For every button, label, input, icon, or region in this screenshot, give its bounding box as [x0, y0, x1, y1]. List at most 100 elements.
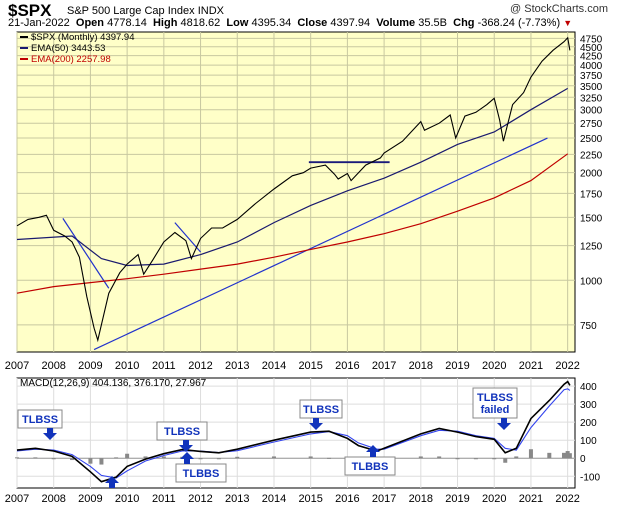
annotation-label: TLBSS — [164, 426, 200, 438]
macd-histogram-bar — [565, 451, 570, 459]
price-y-tick-label: 1000 — [580, 276, 603, 287]
long-term-trendline — [93, 137, 548, 351]
price-x-tick-label: 2011 — [152, 360, 176, 372]
price-y-tick-label: 2000 — [580, 169, 603, 180]
macd-x-tick-label: 2016 — [335, 493, 359, 505]
macd-histogram-bar — [308, 456, 313, 459]
macd-histogram-bar — [70, 458, 75, 461]
annotation-label-box — [17, 409, 63, 429]
annotation-label-box — [472, 387, 518, 419]
legend-ema200: EMA(200) 2257.98 — [31, 54, 111, 65]
macd-histogram-bar — [514, 456, 519, 459]
price-y-tick-label: 4500 — [580, 43, 603, 54]
close-label: Close — [297, 17, 328, 29]
annotation-label: TLBSS — [22, 414, 58, 426]
legend-ema50: EMA(50) 3443.53 — [31, 43, 105, 54]
legend-ema200-swatch — [20, 58, 28, 60]
annotation-arrow-up-icon — [180, 452, 194, 464]
macd-histogram-bar — [547, 452, 552, 459]
price-x-tick-label: 2020 — [482, 360, 506, 372]
macd-histogram-bar — [15, 457, 19, 459]
macd-histogram-bar — [418, 456, 423, 459]
price-y-tick-label: 1750 — [580, 189, 603, 200]
macd-histogram-bar — [567, 453, 572, 459]
quote-line: 21-Jan-2022 Open 4778.14 High 4818.62 Lo… — [8, 17, 572, 29]
macd-y-tick-label: 100 — [580, 436, 597, 447]
macd-histogram-bar — [51, 458, 56, 460]
close-value: 4397.94 — [330, 17, 371, 29]
price-y-tick-label: 2500 — [580, 134, 603, 145]
macd-x-tick-label: 2012 — [188, 493, 212, 505]
macd-histogram-bar — [99, 458, 104, 465]
index-full-name: S&P 500 Large Cap Index — [67, 5, 195, 17]
macd-histogram-bar — [198, 458, 203, 460]
macd-histogram-bar — [114, 457, 119, 459]
macd-x-tick-label: 2017 — [372, 493, 396, 505]
price-y-tick-label: 3250 — [580, 93, 603, 104]
macd-x-tick-label: 2020 — [482, 493, 506, 505]
annotation-label-box — [156, 421, 208, 441]
volume-label: Volume — [376, 17, 416, 29]
macd-x-tick-label: 2021 — [519, 493, 543, 505]
price-x-tick-label: 2019 — [445, 360, 469, 372]
down-arrow-icon: ▼ — [563, 18, 573, 28]
macd-x-tick-label: 2010 — [115, 493, 139, 505]
price-y-tick-label: 3750 — [580, 71, 603, 82]
macd-histogram-bar — [528, 449, 533, 459]
macd-x-tick-label: 2014 — [262, 493, 286, 505]
macd-histogram-bar — [503, 458, 508, 463]
macd-histogram-bar — [33, 457, 38, 459]
quote-date: 21-Jan-2022 — [8, 17, 70, 29]
macd-x-tick-label: 2007 — [5, 493, 29, 505]
price-x-tick-label: 2014 — [262, 360, 286, 372]
open-label: Open — [75, 17, 105, 29]
chg-label: Chg — [453, 17, 475, 29]
annotation-label: failed — [481, 404, 510, 416]
price-x-tick-label: 2022 — [555, 360, 579, 372]
macd-title: MACD(12,26,9) 404.136, 376.170, 27.967 — [20, 378, 207, 389]
price-x-tick-label: 2017 — [372, 360, 396, 372]
price-plot-area — [16, 31, 576, 353]
annotation-label: TLBBS — [183, 468, 220, 480]
macd-y-tick-label: 200 — [580, 418, 597, 429]
annotation-label: TLBSS — [303, 404, 339, 416]
legend-price-swatch — [20, 36, 28, 38]
macd-x-tick-label: 2011 — [152, 493, 176, 505]
price-x-tick-label: 2009 — [78, 360, 102, 372]
macd-line — [16, 380, 571, 483]
low-value: 4395.34 — [251, 17, 292, 29]
macd-histogram-bar — [437, 456, 442, 459]
price-y-tick-label: 750 — [580, 321, 597, 332]
ema200-line — [16, 153, 569, 294]
annotation-label-box — [175, 463, 227, 483]
annotation-label-box — [299, 399, 343, 419]
annotation-arrow-up-icon — [105, 476, 119, 488]
price-x-tick-label: 2010 — [115, 360, 139, 372]
ema50-line — [16, 87, 569, 267]
price-x-tick-label: 2021 — [519, 360, 543, 372]
annotation-label: TLBSS — [477, 392, 513, 404]
price-y-tick-label: 2250 — [580, 150, 603, 161]
macd-histogram-bar — [88, 458, 93, 464]
price-y-tick-label: 4250 — [580, 52, 603, 63]
volume-value: 35.5B — [418, 17, 447, 29]
macd-histogram-bar — [271, 456, 276, 459]
price-x-tick-label: 2015 — [298, 360, 322, 372]
price-y-tick-label: 3500 — [580, 82, 603, 93]
macd-x-tick-label: 2009 — [78, 493, 102, 505]
price-x-tick-label: 2008 — [41, 360, 65, 372]
price-y-tick-label: 2750 — [580, 119, 603, 130]
annotation-label: TLBBS — [352, 461, 389, 473]
macd-x-tick-label: 2013 — [225, 493, 249, 505]
macd-histogram-bar — [473, 458, 478, 460]
macd-histogram-bar — [455, 458, 460, 460]
exchange-label: INDX — [197, 5, 224, 17]
annotation-arrow-down-icon — [497, 418, 511, 430]
annotation-arrow-down-icon — [179, 440, 193, 452]
annotation-arrow-up-icon — [366, 445, 380, 457]
macd-histogram-bar — [143, 456, 148, 459]
price-x-tick-label: 2012 — [188, 360, 212, 372]
macd-histogram-bar — [125, 453, 130, 459]
legend-price: $SPX (Monthly) 4397.94 — [31, 32, 135, 43]
